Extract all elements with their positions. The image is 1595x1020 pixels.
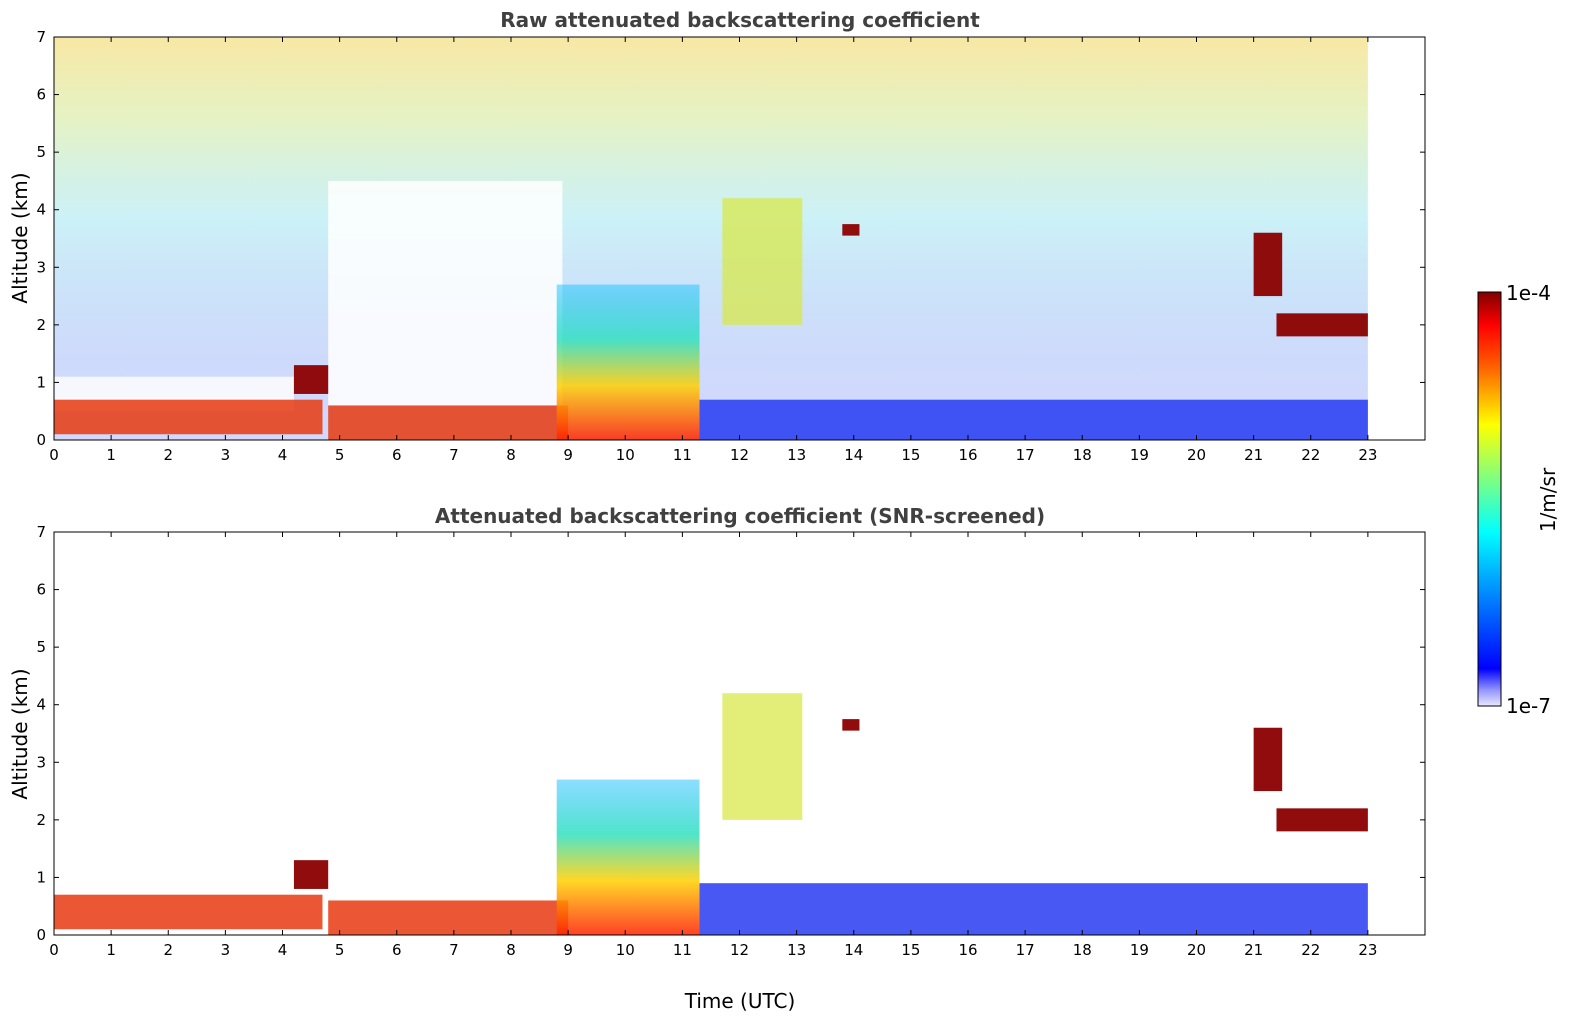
feature-clear-air-background [699,399,1368,440]
feature-clear-air-background [699,883,1368,935]
x-tick-label: 22 [1301,446,1320,464]
feature-low-cloud [293,365,329,394]
feature-mid-level-cloud [722,693,803,820]
panel-snr-screened: Attenuated backscattering coefficient (S… [8,504,1426,1013]
x-tick-label: 0 [49,941,59,959]
x-tick-label: 17 [1016,941,1035,959]
y-tick-label: 3 [36,258,46,276]
x-tick-label: 3 [221,446,231,464]
x-tick-label: 20 [1187,941,1206,959]
x-tick-label: 11 [673,446,692,464]
y-tick-label: 4 [36,201,46,219]
x-tick-label: 12 [730,941,749,959]
x-tick-label: 23 [1358,446,1377,464]
x-tick-label: 13 [787,941,806,959]
colorbar-gradient [1477,291,1502,707]
x-tick-label: 23 [1358,941,1377,959]
x-tick-label: 16 [958,941,977,959]
x-axis-label: Time (UTC) [684,989,796,1013]
y-tick-label: 2 [36,811,46,829]
feature-low-cloud [293,860,329,889]
colorbar-max-label: 1e-4 [1506,281,1551,305]
x-tick-label: 7 [449,446,459,464]
x-tick-label: 13 [787,446,806,464]
feature-isolated-cloud [842,719,860,731]
y-tick-label: 4 [36,696,46,714]
x-tick-label: 1 [106,446,116,464]
y-tick-label: 7 [36,523,46,541]
panel-title: Attenuated backscattering coefficient (S… [435,504,1045,528]
feature-convective-plumes [556,284,700,440]
x-tick-label: 10 [616,941,635,959]
x-tick-label: 6 [392,941,402,959]
feature-cloud-layer [1276,808,1368,832]
x-tick-label: 2 [163,941,173,959]
feature-boundary-layer-aerosol-layer [54,894,323,930]
panel-title: Raw attenuated backscattering coefficien… [500,8,980,32]
x-tick-label: 15 [901,446,920,464]
x-tick-label: 19 [1130,446,1149,464]
feature-isolated-cloud [842,224,860,236]
y-tick-label: 3 [36,753,46,771]
x-tick-label: 22 [1301,941,1320,959]
y-tick-label: 1 [36,373,46,391]
low-signal-region [328,180,563,406]
feature-cloud-layer [1276,313,1368,337]
x-tick-label: 2 [163,446,173,464]
feature-mid-level-cloud [722,198,803,325]
heatmap-area: 0 1 2 3 4 5 6 7 8 9 10 11 12 13 14 15 16 17 18 19 20 21 22 2301… [36,523,1426,959]
x-tick-label: 18 [1073,446,1092,464]
x-tick-label: 12 [730,446,749,464]
x-tick-label: 6 [392,446,402,464]
y-axis-label: Altitude (km) [8,172,32,303]
x-tick-label: 5 [335,941,345,959]
y-tick-label: 6 [36,86,46,104]
y-tick-label: 2 [36,316,46,334]
x-tick-label: 14 [844,941,863,959]
x-tick-label: 0 [49,446,59,464]
noise-background [54,37,1368,440]
panel-raw: Raw attenuated backscattering coefficien… [8,8,1426,464]
feature-cloud [1253,727,1283,792]
x-tick-label: 21 [1244,446,1263,464]
x-tick-label: 11 [673,941,692,959]
y-tick-label: 5 [36,143,46,161]
x-tick-label: 4 [278,941,288,959]
x-tick-label: 19 [1130,941,1149,959]
feature-convective-plumes [556,779,700,935]
x-tick-label: 10 [616,446,635,464]
colorbar-unit-label: 1/m/sr [1536,467,1560,532]
x-tick-label: 4 [278,446,288,464]
x-tick-label: 17 [1016,446,1035,464]
feature-boundary-layer-aerosol-layer [328,900,569,935]
x-tick-label: 8 [506,446,516,464]
x-tick-label: 1 [106,941,116,959]
x-tick-label: 7 [449,941,459,959]
x-tick-label: 14 [844,446,863,464]
y-tick-label: 0 [36,431,46,449]
feature-boundary-layer-aerosol-layer [54,399,323,435]
y-tick-label: 7 [36,28,46,46]
y-tick-label: 5 [36,638,46,656]
feature-boundary-layer-aerosol-layer [328,405,569,440]
feature-cloud [1253,232,1283,297]
x-tick-label: 15 [901,941,920,959]
colorbar-min-label: 1e-7 [1506,694,1551,718]
y-tick-label: 6 [36,581,46,599]
x-tick-label: 9 [563,941,573,959]
colorbar: 1e-4 1e-7 1/m/sr [1477,281,1560,718]
y-tick-label: 1 [36,868,46,886]
heatmap-area: 0 1 2 3 4 5 6 7 8 9 10 11 12 13 14 15 16 17 18 19 20 21 22 2301… [36,28,1426,464]
x-tick-label: 9 [563,446,573,464]
x-tick-label: 8 [506,941,516,959]
x-tick-label: 16 [958,446,977,464]
x-tick-label: 20 [1187,446,1206,464]
x-tick-label: 18 [1073,941,1092,959]
x-tick-label: 21 [1244,941,1263,959]
y-axis-label: Altitude (km) [8,668,32,799]
x-tick-label: 5 [335,446,345,464]
x-tick-label: 3 [221,941,231,959]
y-tick-label: 0 [36,926,46,944]
